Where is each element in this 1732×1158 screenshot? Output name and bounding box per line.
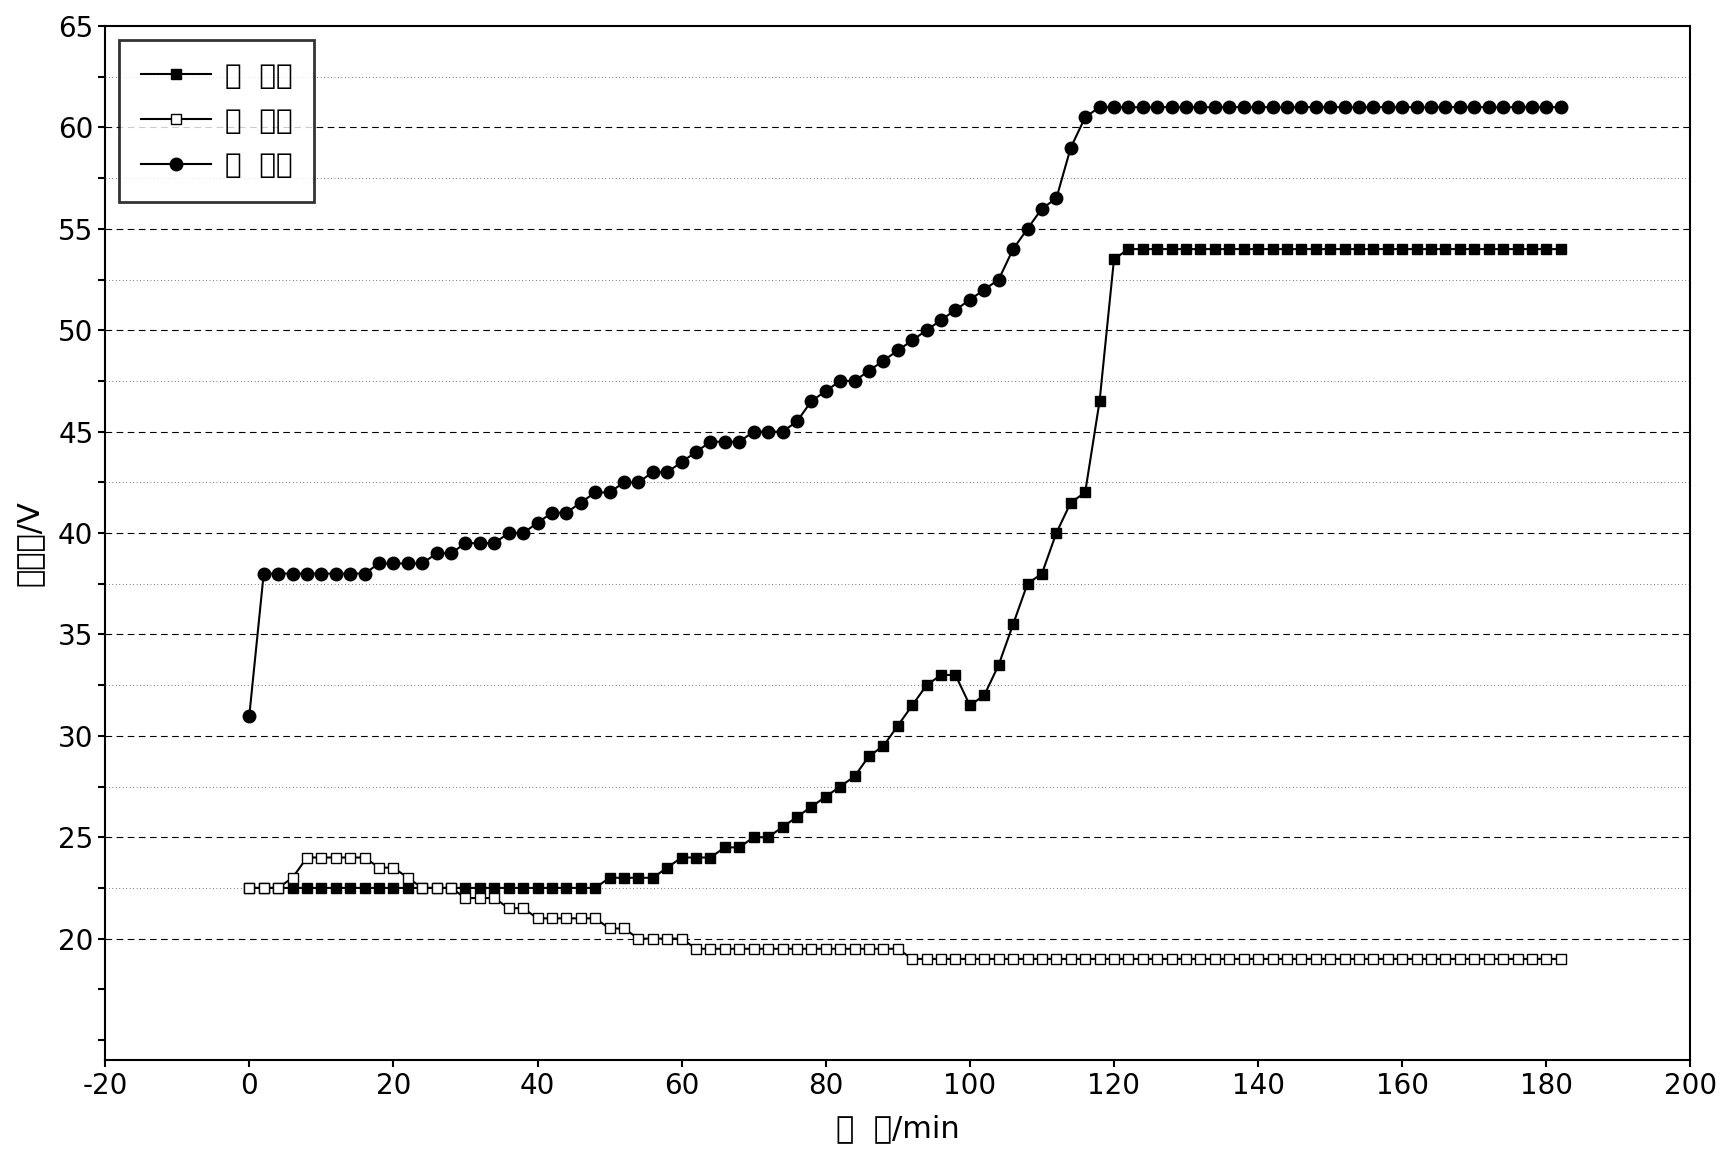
Legend: 膜  堆三, 膜  堆二, 膜  堆一: 膜 堆三, 膜 堆二, 膜 堆一 bbox=[120, 39, 315, 201]
膜  堆三 bbox=[239, 881, 260, 895]
膜  堆二 bbox=[296, 851, 317, 865]
膜  堆一 bbox=[1276, 101, 1297, 115]
膜  堆二 bbox=[902, 952, 923, 966]
膜  堆二 bbox=[1233, 952, 1254, 966]
Line: 膜  堆二: 膜 堆二 bbox=[244, 852, 1566, 963]
膜  堆二 bbox=[1320, 952, 1341, 966]
膜  堆二 bbox=[1046, 952, 1067, 966]
膜  堆三 bbox=[1276, 242, 1297, 256]
膜  堆二 bbox=[1363, 952, 1384, 966]
膜  堆一 bbox=[1290, 101, 1311, 115]
膜  堆三 bbox=[1290, 242, 1311, 256]
膜  堆一 bbox=[1219, 101, 1240, 115]
Y-axis label: 电压降/V: 电压降/V bbox=[16, 500, 43, 586]
X-axis label: 时  间/min: 时 间/min bbox=[837, 1114, 960, 1143]
膜  堆三 bbox=[1550, 242, 1571, 256]
膜  堆三 bbox=[1306, 242, 1327, 256]
膜  堆三 bbox=[1219, 242, 1240, 256]
Line: 膜  堆三: 膜 堆三 bbox=[244, 244, 1566, 893]
膜  堆一 bbox=[1306, 101, 1327, 115]
膜  堆二 bbox=[239, 881, 260, 895]
膜  堆三 bbox=[1117, 242, 1138, 256]
膜  堆二 bbox=[1290, 952, 1311, 966]
膜  堆一 bbox=[1550, 101, 1571, 115]
膜  堆一 bbox=[1089, 101, 1110, 115]
膜  堆一 bbox=[1017, 222, 1037, 236]
膜  堆三 bbox=[1349, 242, 1370, 256]
膜  堆二 bbox=[1550, 952, 1571, 966]
膜  堆一 bbox=[1349, 101, 1370, 115]
膜  堆二 bbox=[1306, 952, 1327, 966]
膜  堆三 bbox=[1017, 577, 1037, 591]
Line: 膜  堆一: 膜 堆一 bbox=[242, 101, 1567, 721]
膜  堆一 bbox=[239, 709, 260, 723]
